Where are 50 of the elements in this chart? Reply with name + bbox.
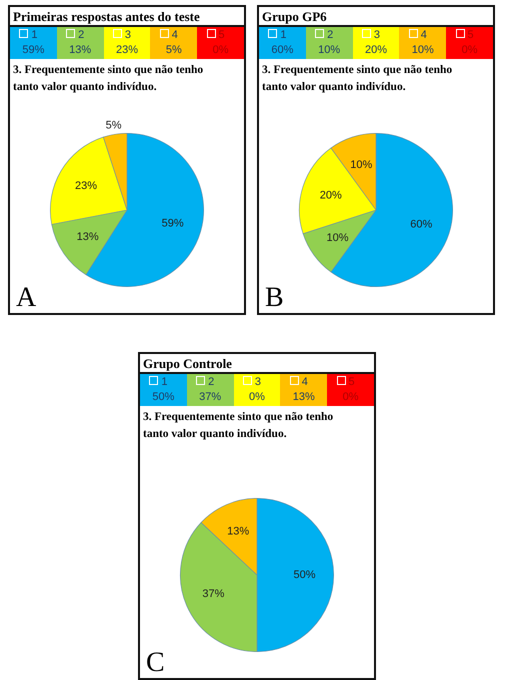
legend-label: 2	[327, 29, 334, 41]
legend-label: 1	[280, 29, 286, 41]
text: 20%	[364, 44, 387, 56]
legend-label: 5	[348, 376, 355, 388]
legend-label: 5	[218, 29, 225, 41]
text: A	[16, 282, 36, 313]
legend-label: 4	[302, 376, 308, 388]
legend-label: 3	[374, 29, 380, 41]
legend-label: 1	[31, 29, 38, 41]
data-label: 20%	[320, 189, 342, 202]
legend-label: 3	[124, 29, 132, 41]
data-label: 23%	[75, 180, 98, 192]
text: 5%	[166, 44, 182, 56]
legend-label: 1	[161, 376, 168, 388]
text: 0%	[342, 391, 359, 403]
data-label: 10%	[350, 158, 373, 171]
text: 0%	[212, 44, 229, 56]
text: 10%	[318, 44, 340, 56]
text: 3. Frequentemente sinto que não tenho tanto valor quanto indivíduo.	[261, 63, 454, 95]
text: B	[265, 282, 284, 313]
text: 50%	[152, 391, 174, 403]
chart-title: Grupo GP6	[259, 7, 493, 27]
text: 13%	[69, 44, 92, 56]
legend-label: 4	[172, 29, 178, 41]
text: 13%	[292, 391, 315, 403]
text: 0%	[249, 391, 265, 403]
data-label: 13%	[227, 525, 250, 538]
legend-label: 2	[78, 29, 84, 41]
text: 37%	[199, 391, 222, 403]
text: 3. Frequentemente sinto que não tenho tanto valor quanto indivíduo.	[12, 63, 204, 95]
data-label: 13%	[76, 230, 99, 243]
chart-title: Grupo Controle	[140, 354, 374, 374]
data-label: 37%	[202, 588, 225, 600]
data-label: 5%	[106, 119, 122, 132]
legend-label: 5	[468, 29, 474, 41]
data-label: 50%	[294, 569, 316, 582]
data-label: 59%	[162, 217, 184, 230]
text: 0%	[462, 44, 478, 56]
text: 60%	[271, 44, 294, 56]
text: 10%	[412, 44, 434, 56]
chart-title: Primeiras respostas antes do teste	[10, 7, 244, 27]
data-label: 10%	[326, 232, 349, 244]
legend-label: 4	[420, 29, 427, 41]
text: 23%	[116, 44, 138, 56]
text: 3. Frequentemente sinto que não tenho tanto valor quanto indivíduo.	[142, 410, 334, 442]
data-label: 60%	[410, 218, 432, 231]
legend-label: 2	[208, 376, 214, 388]
legend-label: 3	[254, 376, 262, 388]
text: C	[146, 647, 165, 678]
text: 59%	[22, 44, 44, 56]
